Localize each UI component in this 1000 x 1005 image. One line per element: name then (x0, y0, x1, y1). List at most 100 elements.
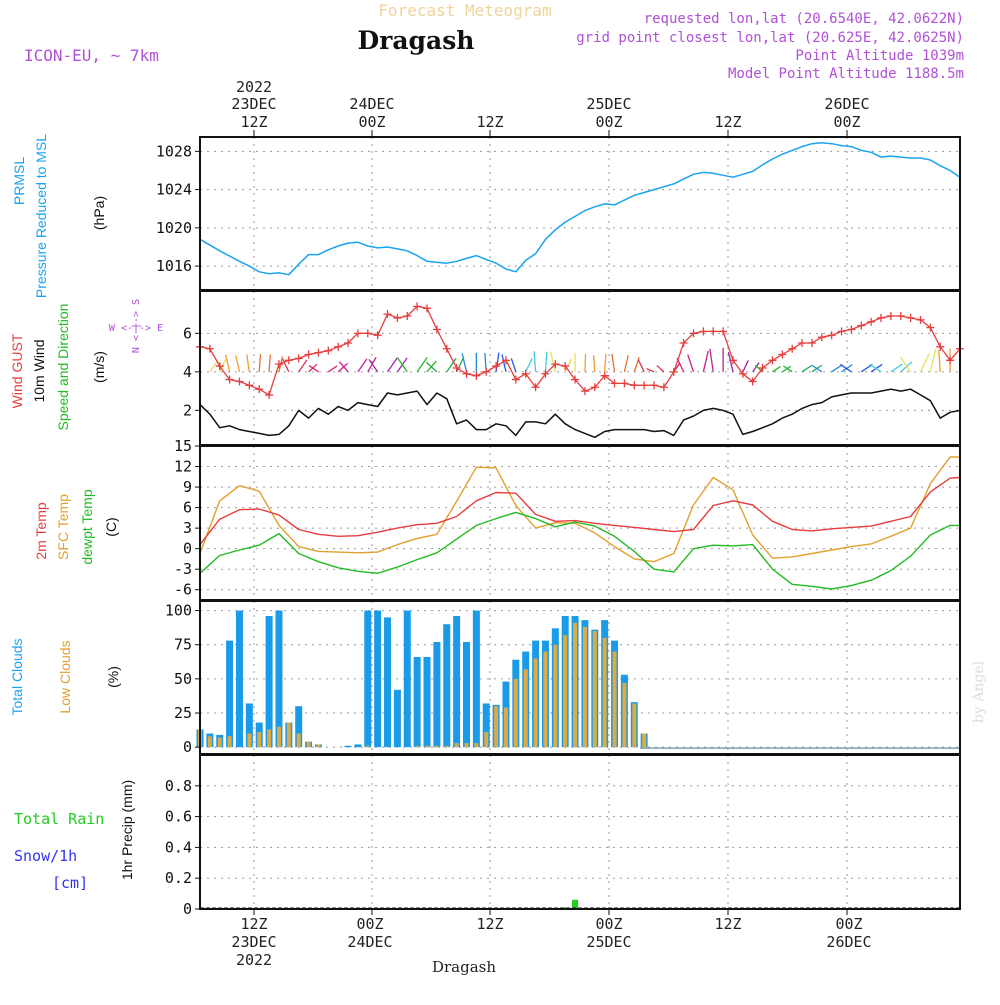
gust-marker (926, 323, 935, 332)
bottom-hour-label: 12Z (476, 915, 503, 933)
gust-marker (531, 383, 540, 392)
top-hour-label: 12Z (714, 113, 741, 131)
c-label: (C) (103, 517, 119, 536)
total-cloud-bar (354, 744, 362, 748)
low-cloud-bar (622, 682, 627, 748)
total-cloud-bar (403, 610, 411, 748)
gust-marker (215, 362, 224, 371)
gust-marker (788, 344, 797, 353)
y-tick-label: 0.6 (165, 808, 192, 826)
gust-marker (205, 344, 214, 353)
gust-marker (847, 325, 856, 334)
gust-marker (403, 312, 412, 321)
y-tick-label: 1028 (156, 142, 192, 160)
gust-marker (442, 344, 451, 353)
dewpt-line (199, 511, 960, 590)
top-hour-label: 00Z (833, 113, 860, 131)
panel-frame (199, 600, 961, 755)
total-cloud-bar (423, 657, 431, 748)
total-cloud-bar (295, 706, 303, 748)
pressure-msl-label: Pressure Reduced to MSL (33, 134, 49, 298)
gust-marker (758, 364, 767, 372)
gust-marker (699, 327, 708, 336)
wind-arrow (246, 354, 250, 372)
gust-marker (946, 356, 955, 365)
wind-arrow (298, 359, 308, 373)
pressure-line (199, 141, 961, 276)
wind-arrow (611, 353, 616, 372)
gust-marker (906, 313, 915, 322)
wind-arrow (840, 363, 852, 373)
top-date-label: 24DEC (349, 95, 394, 113)
gust-marker (837, 327, 846, 336)
wind-arrow (742, 360, 749, 373)
gust-marker (689, 329, 698, 338)
wind-arrow (461, 353, 468, 372)
gust-marker (255, 385, 264, 394)
gust-marker (936, 342, 945, 351)
low-cloud-bar (425, 745, 430, 748)
y-tick-label: 15 (174, 437, 192, 455)
gust-marker (353, 329, 362, 338)
gust-marker (521, 369, 530, 378)
low-cloud-bar (296, 733, 301, 748)
low-cloud-bar (484, 732, 489, 748)
wind-arrow (899, 356, 912, 373)
t2m-label: 2m Temp (33, 502, 49, 560)
gridpoint-coords: grid point closest lon,lat (20.625E, 42.… (576, 30, 964, 46)
pct-label: (%) (105, 666, 121, 688)
gust-marker (748, 377, 757, 386)
low-cloud-bar (573, 622, 578, 748)
station-title: Dragash (358, 26, 475, 55)
y-tick-label: 1016 (156, 257, 192, 275)
low-cloud-bar (563, 635, 568, 748)
bottom-year-label: 2022 (236, 951, 272, 969)
model-label: ICON-EU, ~ 7km (24, 46, 159, 65)
gust-marker (571, 375, 580, 384)
gust-marker (225, 375, 234, 384)
y-tick-label: 0.8 (165, 777, 192, 795)
low-cloud-bar (257, 732, 262, 748)
precip-label: 1hr Precip (mm) (119, 780, 135, 880)
speed-dir-label: Speed and Direction (55, 304, 71, 431)
wind-arrow (781, 365, 792, 373)
wind-arrow (584, 353, 587, 372)
total-cloud-bar (235, 610, 243, 748)
wind-arrow (890, 363, 903, 373)
wind-gust-label: Wind GUST (9, 333, 25, 408)
y-tick-label: 2 (183, 401, 192, 419)
wind-arrow (752, 362, 760, 373)
wind-arrow (456, 358, 464, 373)
low-cloud-bar (494, 706, 499, 748)
gust-marker (679, 338, 688, 347)
wind-arrow (357, 358, 368, 373)
y-tick-label: 1024 (156, 181, 192, 199)
gust-marker (600, 371, 609, 380)
wind-arrow (646, 368, 655, 373)
bottom-hour-label: 12Z (714, 915, 741, 933)
y-tick-label: 100 (165, 602, 192, 620)
low-cloud-bar (582, 626, 587, 748)
total-cloud-bar (384, 617, 392, 748)
requested-coords: requested lon,lat (20.6540E, 42.0622N) (644, 11, 964, 27)
top-date-label: 26DEC (824, 95, 869, 113)
wind-arrow (831, 364, 843, 373)
low-cloud-bar (533, 658, 538, 748)
wind-arrow (501, 354, 507, 372)
low-cloud-bar (444, 745, 449, 748)
gust-marker (630, 381, 639, 390)
gust-marker (393, 313, 402, 322)
gust-marker (344, 338, 353, 347)
total-cloud-bar (453, 616, 461, 748)
gust-marker (896, 312, 905, 321)
point-altitude: Point Altitude 1039m (795, 48, 964, 64)
gust-marker (827, 331, 836, 340)
y-tick-label: 1020 (156, 219, 192, 237)
gust-marker (265, 390, 274, 399)
low-cloud-bar (474, 743, 479, 748)
low-cloud-bar (306, 741, 311, 748)
total-cloud-bar (462, 641, 470, 748)
gust-marker (472, 371, 481, 380)
y-tick-label: 9 (183, 478, 192, 496)
gust-marker (294, 354, 303, 363)
